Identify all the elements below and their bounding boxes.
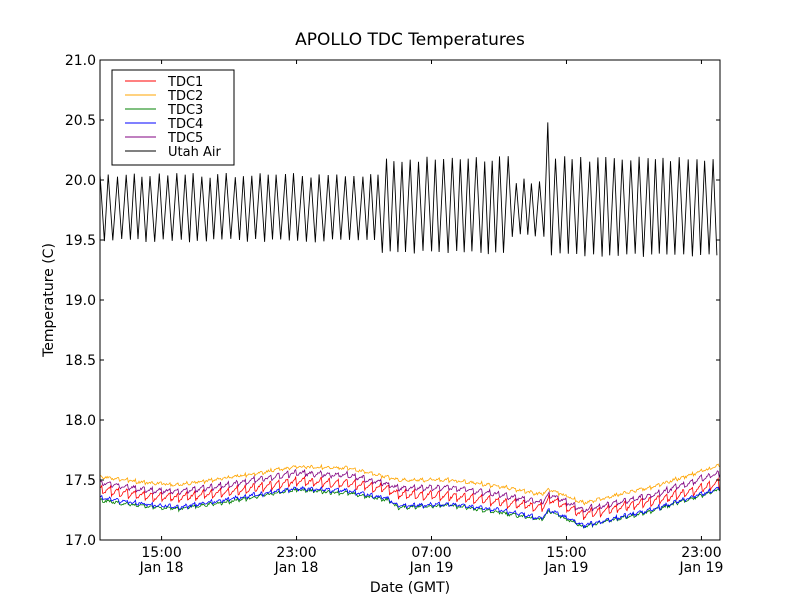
x-tick-label-time: 15:00 xyxy=(141,545,181,561)
y-tick-label: 18.5 xyxy=(65,353,96,369)
series-line-tdc4 xyxy=(100,485,720,529)
y-tick-label: 17.0 xyxy=(65,533,96,549)
y-tick-label: 20.5 xyxy=(65,113,96,129)
x-tick-label-time: 23:00 xyxy=(681,545,721,561)
series-line-tdc1 xyxy=(100,476,720,521)
legend-box xyxy=(111,69,235,166)
x-tick-label-time: 15:00 xyxy=(546,545,586,561)
x-tick-label-date: Jan 18 xyxy=(274,560,319,576)
legend-label: TDC2 xyxy=(167,89,203,104)
x-axis-label: Date (GMT) xyxy=(370,580,450,596)
legend-label: TDC5 xyxy=(167,131,203,146)
x-tick-label-date: Jan 19 xyxy=(679,560,724,576)
series-line-tdc5 xyxy=(100,469,720,513)
series-line-tdc2 xyxy=(100,463,720,506)
series-line-utah-air xyxy=(100,122,718,257)
y-tick-label: 17.5 xyxy=(65,473,96,489)
x-tick-label-time: 07:00 xyxy=(411,545,451,561)
x-tick-label-date: Jan 19 xyxy=(409,560,454,576)
x-tick-label-time: 23:00 xyxy=(276,545,316,561)
y-tick-label: 18.0 xyxy=(65,413,96,429)
y-tick-label: 21.0 xyxy=(65,53,96,69)
y-axis-label: Temperature (C) xyxy=(41,243,57,358)
legend-label: Utah Air xyxy=(168,145,221,160)
legend-label: TDC1 xyxy=(167,75,203,90)
x-tick-label-date: Jan 19 xyxy=(544,560,589,576)
legend-label: TDC3 xyxy=(167,103,203,118)
legend-label: TDC4 xyxy=(167,117,203,132)
x-tick-label-date: Jan 18 xyxy=(139,560,184,576)
y-tick-label: 19.0 xyxy=(65,293,96,309)
y-tick-label: 20.0 xyxy=(65,173,96,189)
y-tick-label: 19.5 xyxy=(65,233,96,249)
plot-lines xyxy=(100,122,720,529)
y-axis-ticks: 17.0 17.5 18.0 18.5 19.0 19.5 20.0 20.5 21.0 xyxy=(65,53,720,549)
chart-title: APOLLO TDC Temperatures xyxy=(295,30,525,50)
